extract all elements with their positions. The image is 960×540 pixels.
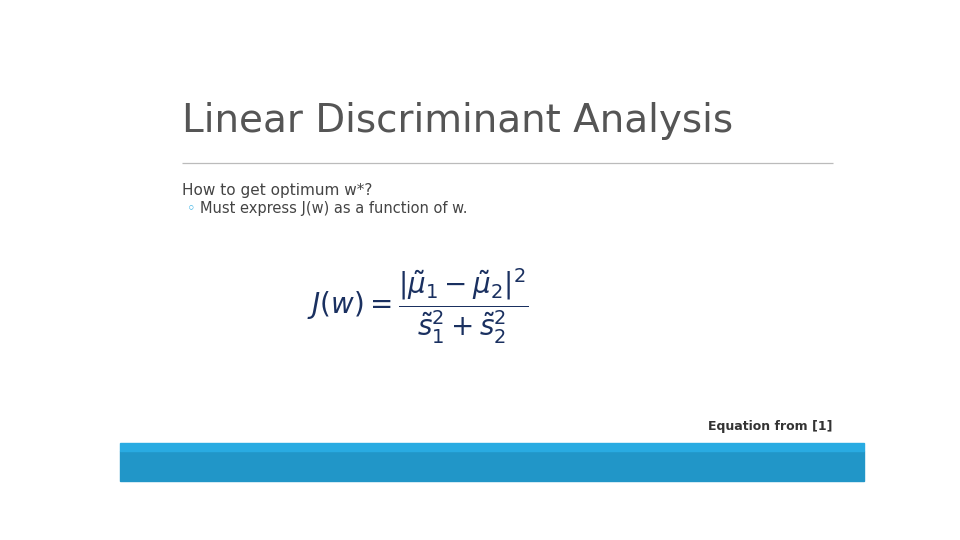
Text: $J(w) = \dfrac{|\tilde{\mu}_1-\tilde{\mu}_2|^2}{\tilde{s}_1^2+\tilde{s}_2^2}$: $J(w) = \dfrac{|\tilde{\mu}_1-\tilde{\mu… [307,266,528,346]
Bar [120,443,864,451]
Text: Must express J(w) as a function of w.: Must express J(w) as a function of w. [201,201,468,216]
Bar [120,451,864,481]
Text: ◦: ◦ [187,201,196,216]
Text: Linear Discriminant Analysis: Linear Discriminant Analysis [181,102,732,140]
Text: Equation from [1]: Equation from [1] [708,420,832,433]
Text: How to get optimum w*?: How to get optimum w*? [181,183,372,198]
